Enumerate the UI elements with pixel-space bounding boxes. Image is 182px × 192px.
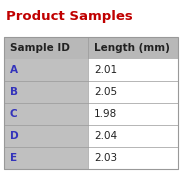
Bar — [4, 59, 88, 81]
Text: Sample ID: Sample ID — [10, 43, 70, 53]
Bar — [88, 81, 178, 103]
Bar — [4, 81, 88, 103]
Text: C: C — [10, 109, 18, 119]
Text: 2.03: 2.03 — [94, 153, 117, 163]
Bar — [88, 147, 178, 169]
Bar — [88, 59, 178, 81]
Bar — [4, 147, 88, 169]
Text: 2.04: 2.04 — [94, 131, 117, 141]
Text: Length (mm): Length (mm) — [94, 43, 170, 53]
Text: 2.01: 2.01 — [94, 65, 117, 75]
Text: 1.98: 1.98 — [94, 109, 117, 119]
Bar — [88, 103, 178, 125]
Bar — [4, 37, 178, 59]
Text: E: E — [10, 153, 17, 163]
Bar — [88, 125, 178, 147]
Bar — [4, 125, 88, 147]
Bar — [4, 37, 178, 169]
Text: B: B — [10, 87, 18, 97]
Bar — [4, 103, 88, 125]
Text: Product Samples: Product Samples — [6, 10, 133, 23]
Text: A: A — [10, 65, 18, 75]
Text: D: D — [10, 131, 19, 141]
Text: 2.05: 2.05 — [94, 87, 117, 97]
